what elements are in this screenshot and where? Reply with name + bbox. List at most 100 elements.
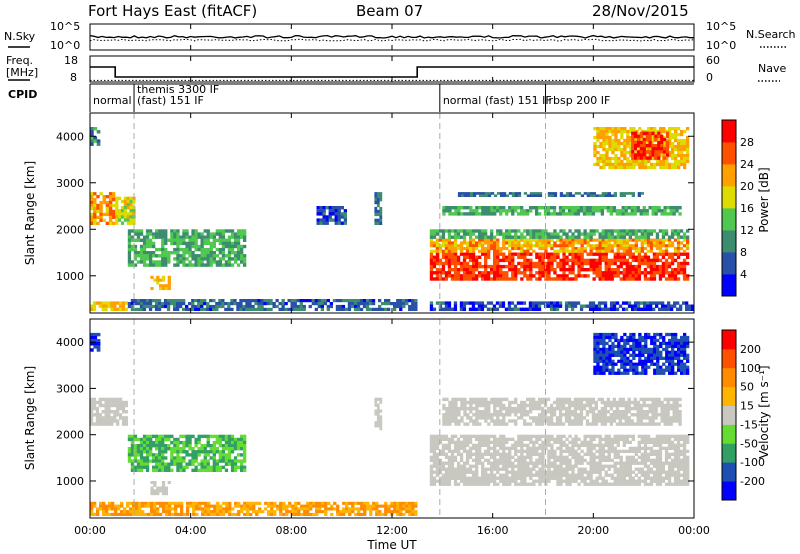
- power-cell: [502, 244, 506, 248]
- power-cell: [130, 302, 135, 306]
- power-cell: [429, 255, 434, 259]
- power-cell: [164, 263, 168, 267]
- power-cell: [562, 258, 566, 263]
- power-cell: [96, 130, 101, 134]
- power-cell: [603, 307, 608, 311]
- velocity-cell: [432, 458, 437, 462]
- power-cell: [661, 238, 666, 242]
- power-cell: [559, 258, 563, 263]
- velocity-cell: [490, 479, 494, 483]
- power-cell: [682, 271, 687, 275]
- velocity-cell: [145, 459, 150, 463]
- power-cell: [559, 235, 563, 239]
- power-cell: [481, 244, 485, 248]
- velocity-cell: [213, 510, 217, 514]
- velocity-cell: [212, 465, 216, 469]
- power-cell: [571, 268, 575, 272]
- velocity-cell: [402, 512, 406, 516]
- velocity-cell: [240, 447, 244, 451]
- velocity-cell: [379, 400, 383, 404]
- power-cell: [638, 162, 642, 167]
- power-cell: [529, 192, 534, 195]
- power-cell: [511, 274, 515, 278]
- power-cell: [629, 147, 633, 152]
- velocity-cell: [435, 440, 440, 444]
- power-cell: [197, 257, 201, 261]
- power-cell: [489, 301, 494, 305]
- velocity-cell: [233, 437, 238, 442]
- velocity-cell: [523, 482, 527, 486]
- power-cell: [550, 247, 554, 251]
- power-cell: [643, 232, 648, 236]
- power-cell: [126, 212, 130, 216]
- power-cell: [544, 241, 548, 245]
- power-cell: [287, 299, 291, 303]
- velocity-cell: [553, 464, 557, 468]
- power-cell: [468, 307, 473, 311]
- velocity-cell: [207, 510, 211, 514]
- power-cell: [632, 165, 636, 170]
- velocity-cell: [243, 456, 247, 460]
- power-cell: [337, 209, 341, 213]
- velocity-cell: [357, 507, 361, 511]
- power-cell: [667, 301, 671, 305]
- velocity-cell: [227, 459, 232, 463]
- power-cell: [221, 304, 225, 309]
- velocity-cell: [471, 479, 476, 483]
- power-cell: [634, 131, 638, 135]
- power-cell: [534, 307, 539, 311]
- velocity-cell: [384, 510, 388, 514]
- velocity-cell: [520, 461, 524, 465]
- power-cell: [644, 129, 648, 134]
- power-cell: [599, 129, 603, 134]
- power-cell: [343, 215, 347, 219]
- velocity-cell: [336, 510, 340, 514]
- power-cell: [652, 277, 657, 281]
- power-cell: [571, 252, 575, 256]
- power-cell: [520, 212, 524, 216]
- power-cell: [215, 238, 219, 242]
- power-cell: [670, 244, 675, 248]
- power-cell: [538, 261, 542, 266]
- velocity-cell: [121, 416, 126, 420]
- power-cell: [568, 268, 572, 272]
- power-cell: [608, 162, 612, 167]
- velocity-cell: [120, 510, 124, 514]
- velocity-cell: [568, 464, 572, 468]
- power-cell: [508, 192, 513, 195]
- power-cell: [496, 255, 500, 259]
- power-cell: [607, 192, 611, 195]
- power-cell: [647, 129, 651, 134]
- velocity-cell: [294, 510, 298, 514]
- power-cell: [589, 192, 593, 195]
- power-cell: [209, 247, 213, 252]
- velocity-panel: [90, 319, 690, 518]
- power-cell: [160, 302, 165, 306]
- velocity-cell: [634, 458, 638, 462]
- power-cell: [673, 268, 678, 272]
- power-cell: [626, 159, 630, 164]
- power-cell: [435, 249, 440, 253]
- power-cell: [487, 244, 491, 248]
- velocity-cell: [149, 434, 153, 439]
- power-cell: [605, 132, 609, 137]
- power-cell: [462, 277, 467, 281]
- velocity-cell: [116, 397, 120, 402]
- power-cell: [674, 127, 678, 131]
- velocity-cell: [153, 512, 157, 516]
- power-cell: [645, 212, 649, 216]
- velocity-cell: [189, 504, 193, 508]
- power-cell: [649, 304, 653, 308]
- power-cell: [604, 232, 608, 236]
- power-cell: [617, 162, 621, 167]
- velocity-cell: [240, 459, 244, 463]
- power-cell: [475, 274, 479, 278]
- velocity-cell: [493, 482, 497, 486]
- velocity-cell: [348, 510, 352, 514]
- velocity-cell: [291, 510, 295, 514]
- power-cell: [679, 268, 684, 272]
- power-cell: [176, 247, 180, 252]
- power-cell: [374, 198, 378, 202]
- power-cell: [635, 150, 639, 155]
- power-cell: [206, 257, 210, 261]
